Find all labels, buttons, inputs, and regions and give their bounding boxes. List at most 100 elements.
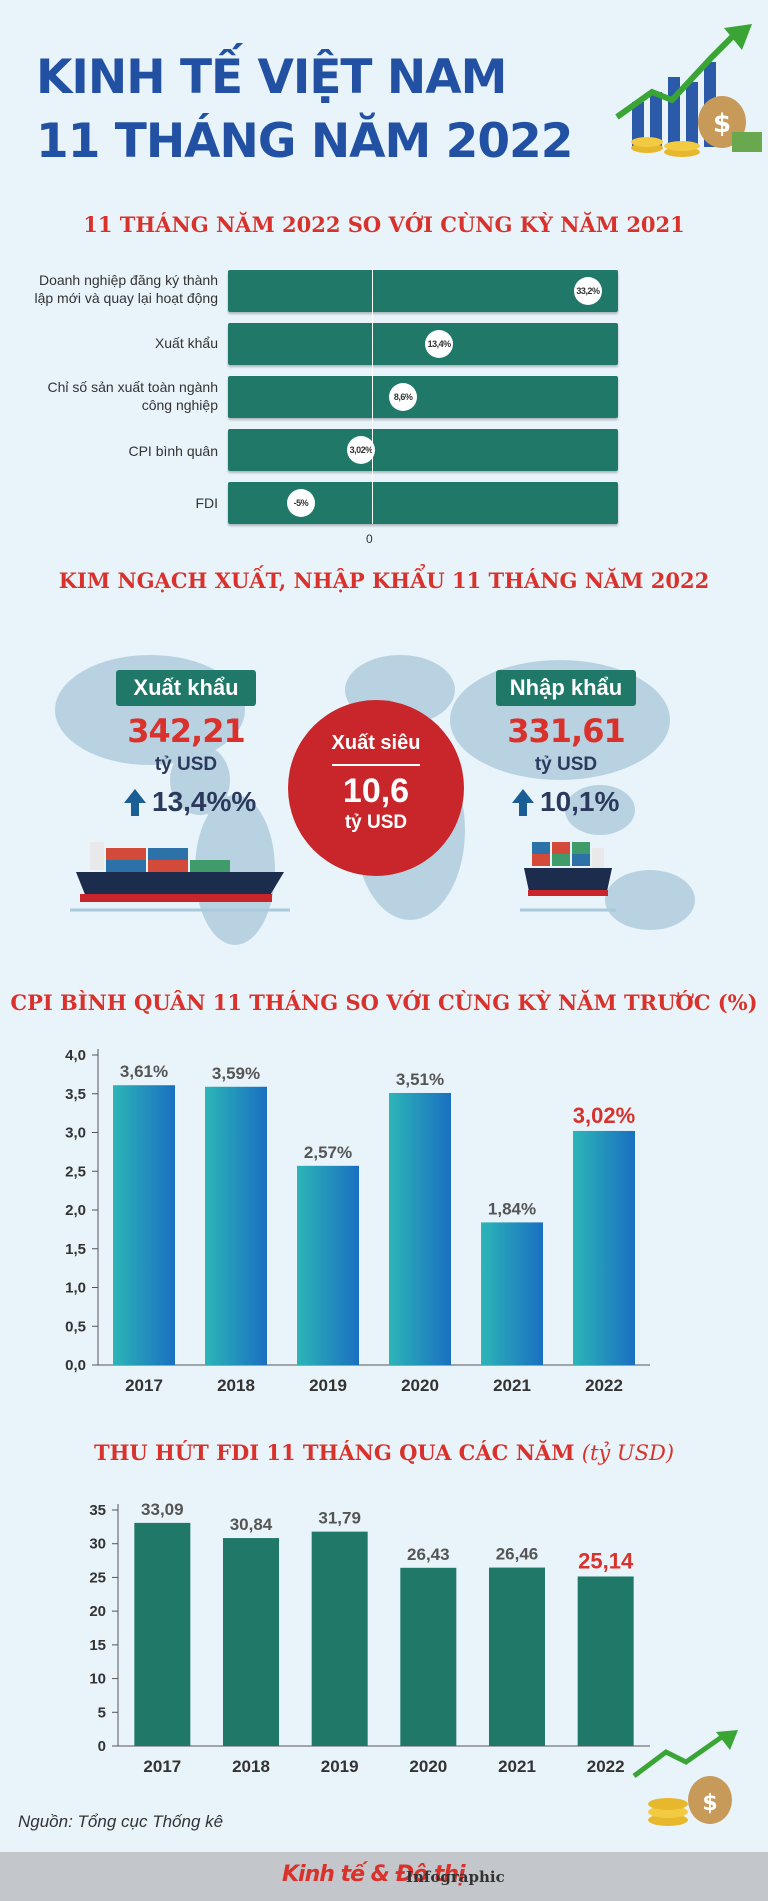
y-tick-label: 5: [98, 1704, 106, 1721]
bar-2019: [311, 1531, 368, 1746]
x-tick-label: 2018: [232, 1757, 270, 1776]
data-label: 3,61%: [120, 1062, 168, 1081]
hbar-label-0: Doanh nghiệp đăng ký thành lập mới và qu…: [34, 272, 218, 306]
arrow-up-icon: [512, 788, 534, 816]
bar-2017: [134, 1522, 191, 1746]
bar-2020: [400, 1567, 457, 1746]
arrow-up-icon: [124, 788, 146, 816]
export-label: Xuất khẩu: [116, 670, 256, 706]
page-title: KINH TẾ VIỆT NAM 11 THÁNG NĂM 2022: [36, 46, 573, 174]
data-label: 25,14: [578, 1548, 634, 1573]
y-tick-label: 4,0: [65, 1047, 86, 1064]
y-tick-label: 0,5: [65, 1318, 86, 1335]
y-tick-label: 2,5: [65, 1163, 86, 1180]
title-line-1: KINH TẾ VIỆT NAM: [36, 50, 507, 105]
x-tick-label: 2020: [401, 1376, 439, 1395]
growth-chart-coins-icon: $: [615, 24, 762, 157]
import-unit: tỷ USD: [534, 754, 598, 775]
y-tick-label: 10: [89, 1671, 106, 1688]
data-label: 1,84%: [488, 1199, 536, 1218]
hbar-4: -5%: [228, 482, 618, 524]
x-tick-label: 2018: [217, 1376, 255, 1395]
footer-bar: Kinh tế & Đô thị Infographic: [0, 1852, 768, 1901]
hbar-label-3: CPI bình quân: [128, 443, 218, 459]
hbar-value-4: -5%: [286, 489, 315, 517]
y-tick-label: 1,5: [65, 1241, 86, 1258]
cargo-ship-export-icon: [70, 842, 290, 912]
bar-2020: [389, 1092, 451, 1365]
export-change: 13,4%%: [124, 786, 256, 818]
hbar-value-3: 3,02%: [347, 436, 376, 464]
bar-2018: [205, 1086, 267, 1365]
x-tick-label: 2021: [498, 1757, 536, 1776]
money-bag-growth-icon: $: [632, 1730, 738, 1826]
surplus-label: Xuất siêu: [331, 732, 421, 754]
section4-title: THU HÚT FDI 11 THÁNG QUA CÁC NĂM (tỷ USD…: [0, 1440, 768, 1465]
hbar-value-0: 33,2%: [573, 277, 602, 305]
section4-title-text: THU HÚT FDI 11 THÁNG QUA CÁC NĂM: [93, 1440, 575, 1465]
y-tick-label: 3,5: [65, 1086, 86, 1103]
bar-2021: [489, 1567, 545, 1746]
y-tick-label: 1,0: [65, 1280, 86, 1297]
x-tick-label: 2017: [143, 1757, 181, 1776]
bar-2017: [113, 1085, 175, 1365]
export-change-value: 13,4%%: [152, 786, 257, 817]
cpi-bar-chart: 0,0 0,5 1,0 1,5 2,0 2,5 3,0 3,5 4,0 3,61% 2017 3,59…: [65, 1047, 650, 1395]
x-tick-label: 2021: [493, 1376, 531, 1395]
bar-2022: [573, 1130, 635, 1365]
data-label: 3,51%: [396, 1070, 444, 1089]
bar-2019: [297, 1165, 359, 1365]
hbar-label-2: Chỉ số sản xuất toàn ngành công nghiệp: [47, 379, 218, 413]
x-tick-label: 2019: [309, 1376, 347, 1395]
x-tick-label: 2019: [321, 1757, 359, 1776]
export-unit: tỷ USD: [154, 754, 218, 775]
import-value: 331,61: [507, 712, 625, 750]
brand-logo: Kinh tế & Đô thị: [282, 1862, 466, 1887]
zero-label: 0: [366, 532, 373, 546]
y-tick-label: 3,0: [65, 1125, 86, 1142]
svg-text:$: $: [713, 109, 731, 139]
import-change: 10,1%: [512, 786, 619, 818]
export-value: 342,21: [127, 712, 245, 750]
hbar-label-4: FDI: [195, 495, 218, 511]
fdi-bar-chart: 0 5 10 15 20 25 30 35 33,09 2017 30,84 2018 31,79 201…: [89, 1500, 650, 1776]
zero-line: [372, 266, 373, 524]
bar-2018: [223, 1538, 279, 1746]
surplus-value: 10,6: [342, 772, 410, 810]
y-tick-label: 15: [89, 1637, 106, 1654]
svg-text:$: $: [702, 1791, 717, 1816]
y-tick-label: 0,0: [65, 1357, 86, 1374]
surplus-circle: Xuất siêu 10,6 tỷ USD: [288, 700, 464, 876]
hbar-2: 8,6%: [228, 376, 618, 418]
y-tick-label: 0: [98, 1738, 106, 1755]
hbar-value-1: 13,4%: [425, 330, 454, 358]
section3-title: CPI BÌNH QUÂN 11 THÁNG SO VỚI CÙNG KỲ NĂ…: [10, 990, 758, 1015]
hbar-1: 13,4%: [228, 323, 618, 365]
data-label: 33,09: [141, 1500, 184, 1519]
x-tick-label: 2017: [125, 1376, 163, 1395]
source-note: Nguồn: Tổng cục Thống kê: [18, 1812, 224, 1831]
hbar-value-2: 8,6%: [389, 383, 418, 411]
data-label: 3,02%: [573, 1103, 635, 1128]
section2-title: KIM NGẠCH XUẤT, NHẬP KHẨU 11 THÁNG NĂM 2…: [58, 568, 710, 593]
data-label: 26,46: [496, 1545, 539, 1564]
data-label: 3,59%: [212, 1064, 260, 1083]
x-tick-label: 2022: [585, 1376, 623, 1395]
footer-product: Infographic: [406, 1868, 505, 1886]
section1-title: 11 THÁNG NĂM 2022 SO VỚI CÙNG KỲ NĂM 202…: [83, 212, 685, 237]
hbar-label-1: Xuất khẩu: [154, 335, 218, 351]
x-tick-label: 2020: [409, 1757, 447, 1776]
surplus-divider: [332, 764, 420, 766]
x-tick-label: 2022: [587, 1757, 625, 1776]
hbar-3: 3,02%: [228, 429, 618, 471]
bar-2022: [577, 1576, 634, 1746]
data-label: 31,79: [318, 1509, 361, 1528]
y-tick-label: 20: [89, 1603, 106, 1620]
surplus-unit: tỷ USD: [344, 812, 408, 833]
y-tick-label: 25: [89, 1569, 106, 1586]
data-label: 26,43: [407, 1545, 450, 1564]
y-tick-label: 2,0: [65, 1202, 86, 1219]
data-label: 30,84: [230, 1515, 273, 1534]
cargo-ship-import-icon: [520, 842, 616, 912]
y-tick-label: 35: [89, 1502, 106, 1519]
